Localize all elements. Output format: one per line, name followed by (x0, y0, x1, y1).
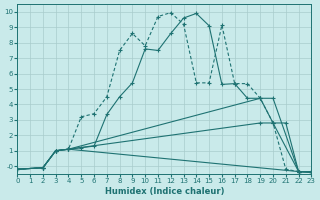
X-axis label: Humidex (Indice chaleur): Humidex (Indice chaleur) (105, 187, 224, 196)
